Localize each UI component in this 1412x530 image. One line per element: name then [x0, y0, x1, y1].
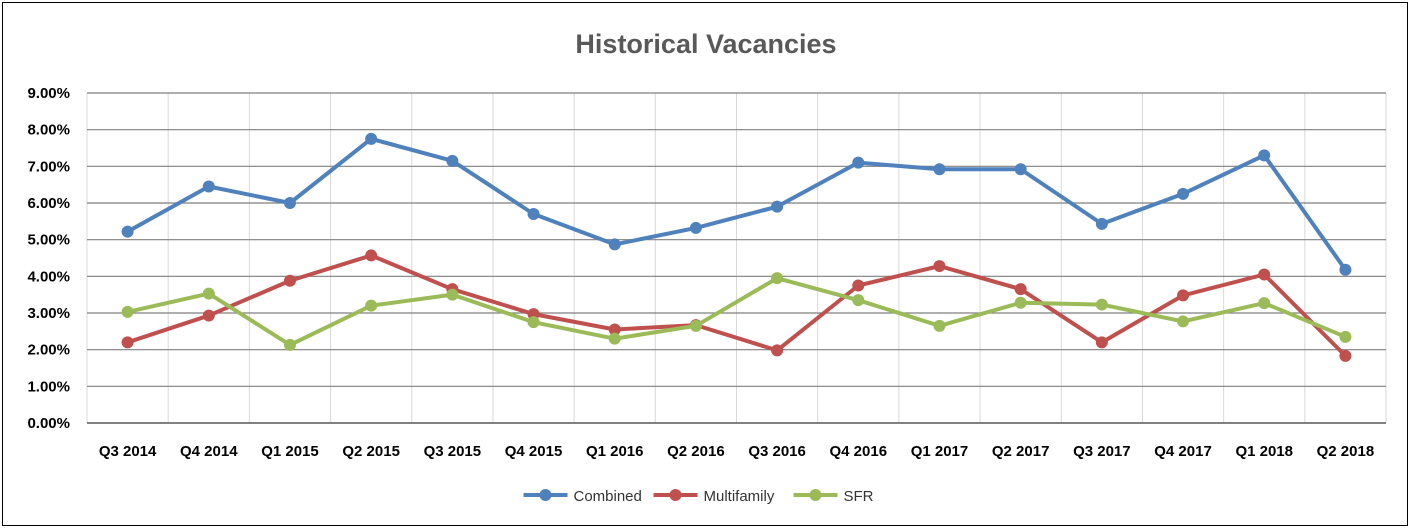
data-point-multifamily	[933, 260, 946, 273]
data-point-sfr	[1339, 330, 1352, 343]
line-chart: Historical Vacancies 0.00% 1.00% 2.00% 3.00…	[27, 29, 1387, 505]
data-point-combined	[852, 156, 865, 169]
legend-marker-multifamily	[669, 489, 682, 501]
y-tick-label: 9.00%	[27, 85, 70, 102]
x-tick-label: Q1 2018	[1235, 443, 1293, 460]
y-tick-label: 3.00%	[27, 305, 70, 322]
x-tick-label: Q1 2016	[586, 443, 644, 460]
data-point-sfr	[689, 319, 702, 332]
legend-label-combined: Combined	[574, 488, 642, 505]
y-tick-label: 7.00%	[27, 158, 70, 175]
data-point-sfr	[202, 287, 215, 300]
gridlines	[86, 92, 1387, 424]
x-tick-label: Q2 2016	[667, 443, 725, 460]
legend-item-multifamily: Multifamily	[653, 488, 775, 505]
data-point-sfr	[1258, 297, 1271, 310]
data-point-multifamily	[283, 274, 296, 287]
data-point-sfr	[933, 319, 946, 332]
data-point-multifamily	[1258, 268, 1271, 281]
data-point-combined	[608, 238, 621, 251]
x-tick-label: Q1 2017	[911, 443, 969, 460]
legend-marker-combined	[539, 489, 552, 501]
x-tick-label: Q3 2015	[424, 443, 482, 460]
x-tick-label: Q4 2014	[180, 443, 238, 460]
series-line-multifamily	[125, 253, 1348, 358]
x-tick-label: Q4 2016	[830, 443, 888, 460]
data-point-multifamily	[121, 336, 134, 349]
x-tick-label: Q3 2017	[1073, 443, 1131, 460]
series-line-sfr	[125, 276, 1348, 347]
x-tick-label: Q3 2016	[748, 443, 806, 460]
data-point-combined	[1258, 149, 1271, 162]
data-point-combined	[121, 225, 134, 238]
data-point-sfr	[771, 272, 784, 285]
data-point-combined	[1095, 217, 1108, 230]
data-point-combined	[1014, 163, 1027, 176]
data-point-multifamily	[771, 344, 784, 357]
x-tick-label: Q2 2018	[1317, 443, 1375, 460]
data-point-multifamily	[1177, 289, 1190, 302]
data-point-combined	[283, 197, 296, 209]
legend-label-sfr: SFR	[844, 488, 874, 505]
data-point-sfr	[121, 305, 134, 318]
legend-item-combined: Combined	[523, 488, 642, 505]
data-point-multifamily	[202, 309, 215, 322]
y-tick-label: 4.00%	[27, 268, 70, 285]
data-point-multifamily	[1095, 336, 1108, 349]
data-point-combined	[527, 208, 540, 220]
series-lines	[121, 132, 1352, 362]
data-point-sfr	[283, 338, 296, 351]
y-tick-label: 2.00%	[27, 342, 70, 359]
data-point-sfr	[446, 288, 459, 301]
data-point-multifamily	[608, 323, 621, 336]
x-tick-label: Q2 2017	[992, 443, 1050, 460]
data-point-combined	[1177, 187, 1190, 200]
data-point-combined	[446, 154, 459, 167]
y-tick-label: 8.00%	[27, 122, 70, 139]
x-tick-label: Q4 2015	[505, 443, 563, 460]
y-tick-label: 6.00%	[27, 195, 70, 212]
y-axis-ticks: 0.00% 1.00% 2.00% 3.00% 4.00% 5.00% 6.00% 7.00%…	[27, 85, 70, 432]
data-point-multifamily	[365, 249, 378, 262]
data-point-combined	[771, 200, 784, 213]
x-axis-ticks: Q3 2014 Q4 2014 Q1 2015 Q2 2015 Q3 2015 Q4 20…	[99, 443, 1374, 460]
y-tick-label: 1.00%	[27, 378, 70, 395]
data-point-sfr	[852, 294, 865, 307]
x-tick-label: Q4 2017	[1154, 443, 1212, 460]
data-point-sfr	[1095, 298, 1108, 311]
x-tick-label: Q1 2015	[261, 443, 319, 460]
data-point-sfr	[608, 332, 621, 345]
data-point-multifamily	[1014, 283, 1027, 296]
data-point-combined	[202, 180, 215, 193]
data-point-sfr	[365, 299, 378, 312]
data-point-combined	[689, 221, 702, 234]
series-line-combined	[125, 136, 1348, 272]
data-point-multifamily	[1339, 349, 1352, 362]
x-tick-label: Q3 2014	[99, 443, 157, 460]
legend-label-multifamily: Multifamily	[704, 488, 775, 505]
data-point-combined	[365, 132, 378, 145]
legend: Combined Multifamily SFR	[523, 488, 874, 505]
x-tick-label: Q2 2015	[342, 443, 400, 460]
data-point-sfr	[1177, 315, 1190, 328]
data-point-sfr	[527, 316, 540, 329]
legend-item-sfr: SFR	[793, 488, 874, 505]
data-point-sfr	[1014, 296, 1027, 309]
data-point-multifamily	[852, 279, 865, 292]
legend-marker-sfr	[809, 489, 822, 501]
data-point-combined	[933, 163, 946, 176]
data-point-combined	[1339, 263, 1352, 276]
y-tick-label: 5.00%	[27, 232, 70, 249]
chart-title: Historical Vacancies	[575, 29, 836, 59]
y-tick-label: 0.00%	[27, 415, 70, 432]
